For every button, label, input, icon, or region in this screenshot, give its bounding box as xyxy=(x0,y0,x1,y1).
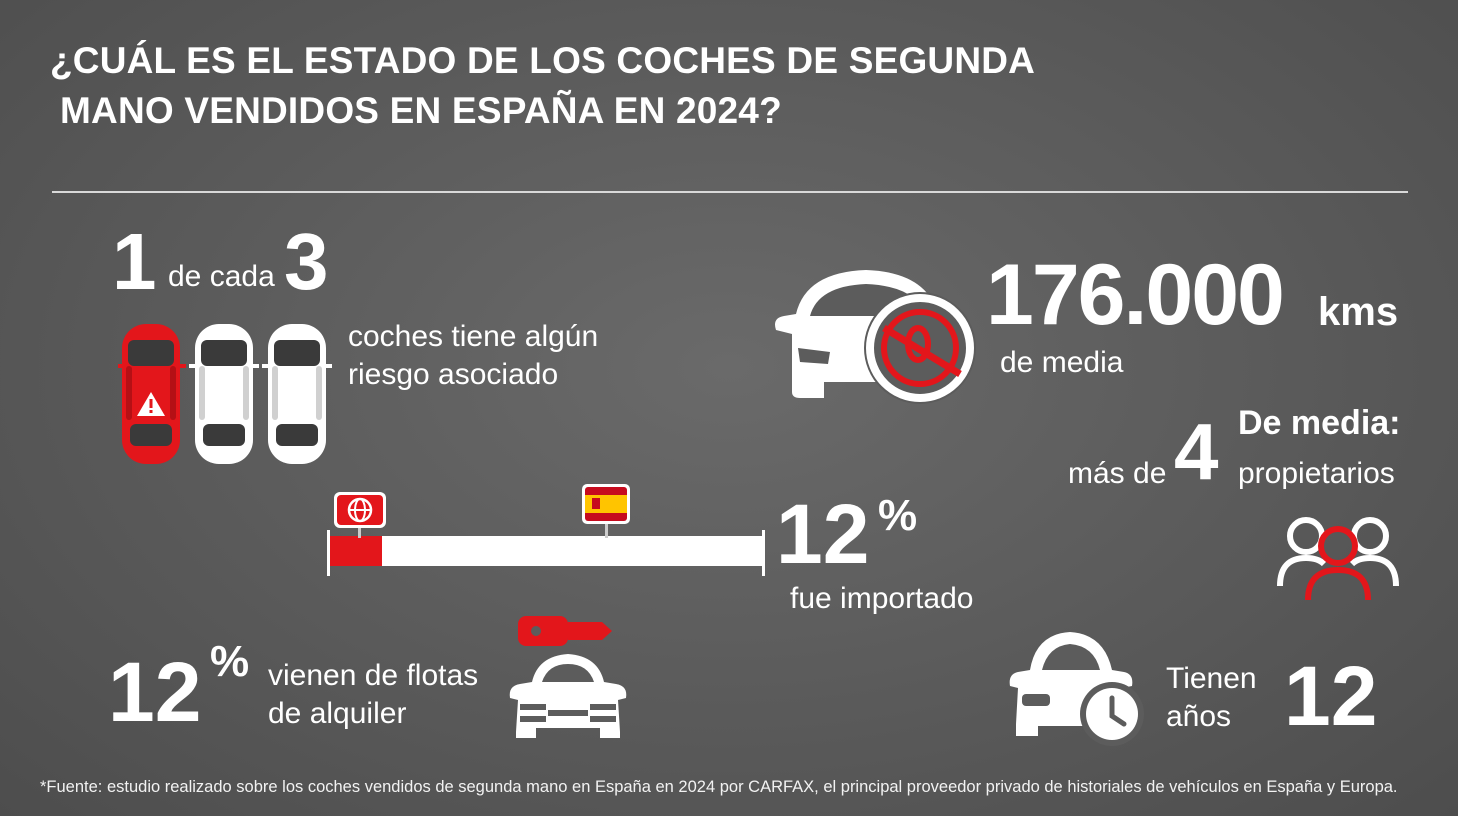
title-line-2: MANO VENDIDOS EN ESPAÑA EN 2024? xyxy=(60,90,782,131)
mileage-unit: kms xyxy=(1318,290,1399,334)
age-label-line-1: Tienen xyxy=(1166,662,1257,695)
risk-description-line-1: coches tiene algún xyxy=(348,320,599,353)
risk-mid-text: de cada xyxy=(168,260,275,293)
import-label: fue importado xyxy=(790,582,974,615)
risk-number-3: 3 xyxy=(284,217,329,306)
rental-percent-sign: % xyxy=(210,637,250,686)
owners-value: 4 xyxy=(1174,407,1219,496)
mileage-value: 176.000 xyxy=(986,247,1285,343)
rental-description: vienen de flotas de alquiler xyxy=(268,657,478,733)
mileage-subtitle: de media xyxy=(1000,346,1124,379)
car-odometer-icon xyxy=(775,270,976,404)
risk-description-line-2: riesgo asociado xyxy=(348,358,559,391)
white-car-icon xyxy=(189,324,259,464)
rental-description-line-2: de alquiler xyxy=(268,697,407,730)
car-clock-icon xyxy=(1009,632,1144,746)
three-cars-icon xyxy=(118,324,332,464)
import-bar-chart xyxy=(327,484,765,576)
owners-label-top: De media: xyxy=(1238,404,1401,442)
risk-number-1: 1 xyxy=(112,217,157,306)
title-line-1: ¿CUÁL ES EL ESTADO DE LOS COCHES DE SEGU… xyxy=(50,40,1036,81)
owners-prefix: más de xyxy=(1068,457,1167,490)
age-label-line-2: años xyxy=(1166,700,1232,733)
rental-description-line-1: vienen de flotas xyxy=(268,659,479,692)
rental-car-key-icon xyxy=(509,616,627,738)
bar-end-tick xyxy=(762,530,765,576)
owners-label-bottom: propietarios xyxy=(1238,457,1395,490)
import-bar-track xyxy=(330,536,762,566)
import-percent-sign: % xyxy=(878,491,918,540)
page-title: ¿CUÁL ES EL ESTADO DE LOS COCHES DE SEGU… xyxy=(50,36,1035,136)
import-bar-fill xyxy=(330,536,382,566)
bar-start-tick xyxy=(327,530,330,576)
people-icon xyxy=(1277,517,1399,601)
age-value: 12 xyxy=(1284,649,1378,743)
spain-flag-icon xyxy=(582,484,630,538)
red-car-icon xyxy=(118,324,186,464)
white-car-icon xyxy=(262,324,332,464)
rental-value: 12 xyxy=(108,645,202,739)
source-footnote: *Fuente: estudio realizado sobre los coc… xyxy=(40,778,1398,796)
globe-flag-icon xyxy=(334,492,386,538)
import-value: 12 xyxy=(776,487,870,581)
title-divider xyxy=(52,191,1408,193)
risk-description: coches tiene algún riesgo asociado xyxy=(348,318,598,394)
key-icon xyxy=(518,616,612,646)
age-label: Tienen años xyxy=(1166,660,1257,736)
